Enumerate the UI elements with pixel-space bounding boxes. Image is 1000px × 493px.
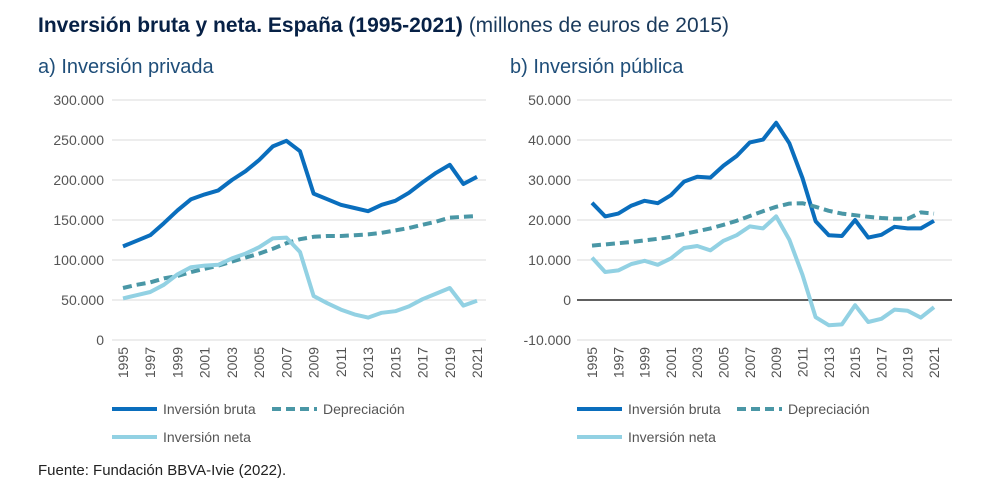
y-tick-label: 200.000 [53,172,104,188]
y-tick-label: 30.000 [528,172,571,188]
y-tick-label: 40.000 [528,132,571,148]
series-depreciacion [122,214,478,290]
x-tick-label: 2001 [197,347,213,378]
series-neta [122,235,478,320]
legend-label-depreciacion: Depreciación [323,401,405,417]
x-tick-label: 2011 [794,347,810,377]
series-neta [590,214,936,328]
x-tick-label: 2009 [768,347,784,378]
x-tick-label: 1999 [637,347,653,378]
x-tick-label: 1995 [584,347,600,378]
x-tick-label: 2013 [821,347,837,378]
y-tick-label: 100.000 [53,252,104,268]
panel-title-privada: a) Inversión privada [38,56,214,78]
y-tick-label: 0 [96,332,104,348]
y-tick-label: 20.000 [528,212,571,228]
y-tick-label: 250.000 [53,132,104,148]
x-tick-label: 2015 [847,347,863,378]
x-tick-label: 2019 [442,347,458,378]
y-tick-label: 50.000 [61,292,104,308]
title-bold: Inversión bruta y neta. España (1995-202… [38,14,463,37]
title-units: (millones de euros de 2015) [468,14,730,37]
x-tick-label: 1995 [115,347,131,378]
y-tick-label: 50.000 [528,92,571,108]
source-note: Fuente: Fundación BBVA-Ivie (2022). [38,462,287,479]
y-tick-label: -10.000 [524,332,572,348]
x-tick-label: 2009 [306,347,322,378]
x-tick-label: 2003 [224,347,240,378]
x-tick-label: 1999 [169,347,185,378]
panel-title-publica: b) Inversión pública [510,56,684,78]
x-tick-label: 2011 [333,347,349,377]
x-tick-label: 1997 [142,347,158,378]
series-depreciacion [591,201,935,248]
y-tick-label: 0 [563,292,571,308]
legend-label-neta: Inversión neta [628,429,716,445]
y-tick-label: 10.000 [528,252,571,268]
x-tick-label: 1997 [610,347,626,378]
legend-label-bruta: Inversión bruta [163,401,256,417]
x-tick-label: 2005 [716,347,732,378]
x-tick-label: 2015 [387,347,403,378]
x-tick-label: 2005 [251,347,267,378]
series-bruta [590,120,936,240]
figure-title: Inversión bruta y neta. España (1995-202… [38,14,729,38]
y-tick-label: 150.000 [53,212,104,228]
x-tick-label: 2019 [900,347,916,378]
legend-label-neta: Inversión neta [163,429,251,445]
x-tick-label: 2013 [360,347,376,378]
x-tick-label: 2021 [926,347,942,378]
x-tick-label: 2017 [873,347,889,378]
chart-0: 0 50.000 100.000 150.000 200.000 250.000 300.0… [53,92,486,445]
chart-1: -10.000 0 10.000 20.000 30.000 40.000 50.000 19… [524,92,952,445]
y-tick-label: 300.000 [53,92,104,108]
x-tick-label: 2017 [415,347,431,378]
x-tick-label: 2007 [742,347,758,378]
x-tick-label: 2021 [469,347,485,378]
series-bruta [122,138,478,249]
x-tick-label: 2003 [689,347,705,378]
legend-label-bruta: Inversión bruta [628,401,721,417]
x-tick-label: 2001 [663,347,679,378]
legend-label-depreciacion: Depreciación [788,401,870,417]
x-tick-label: 2007 [278,347,294,378]
